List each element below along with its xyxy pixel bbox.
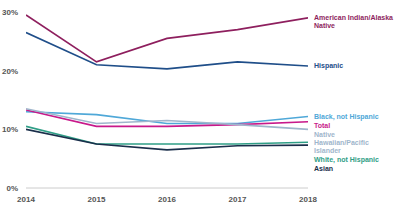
svg-text:Hispanic: Hispanic [314,62,343,70]
svg-text:2018: 2018 [299,195,317,204]
svg-text:20%: 20% [8,67,18,76]
svg-text:2014: 2014 [17,195,35,204]
svg-text:American Indian/AlaskaNative: American Indian/AlaskaNative [314,14,392,29]
svg-text:Asian: Asian [314,165,333,172]
svg-text:NativeHawaiian/PacificIslander: NativeHawaiian/PacificIslander [314,131,369,154]
svg-text:2017: 2017 [229,195,247,204]
svg-text:Black, not Hispanic: Black, not Hispanic [314,113,379,121]
svg-text:10%: 10% [8,125,18,134]
svg-text:White, not Hispanic: White, not Hispanic [314,156,379,164]
svg-text:2015: 2015 [88,195,106,204]
svg-text:0%: 0% [8,184,18,193]
svg-text:Total: Total [314,122,330,129]
svg-text:30%: 30% [8,8,18,17]
svg-text:2016: 2016 [158,195,176,204]
